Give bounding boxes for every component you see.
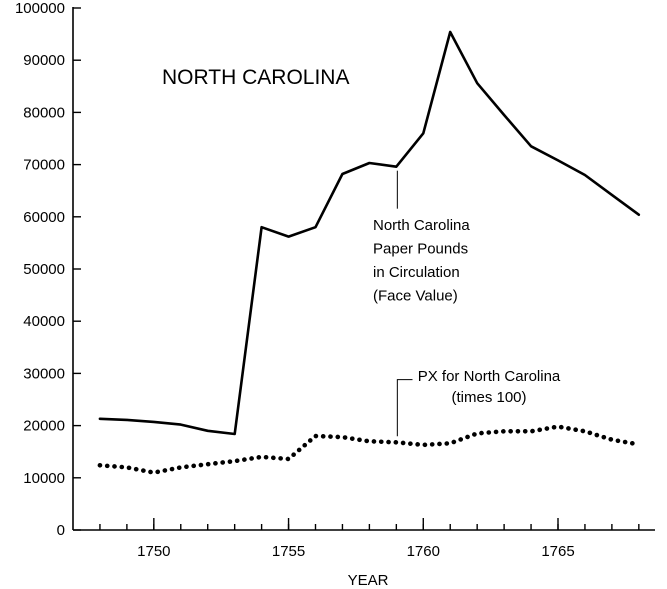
annotation-paper-pounds-line: North Carolina bbox=[373, 217, 470, 234]
annotation-px-line: (times 100) bbox=[451, 389, 526, 406]
x-tick-label-1755: 1755 bbox=[272, 543, 305, 560]
y-tick-label-20000: 20000 bbox=[23, 418, 65, 435]
annotation-paper-pounds-line: in Circulation bbox=[373, 264, 460, 281]
y-tick-label-60000: 60000 bbox=[23, 209, 65, 226]
y-tick-label-70000: 70000 bbox=[23, 157, 65, 174]
axes: 0 10000 20000 30000 40000 50000 60000 70000 8000… bbox=[15, 0, 655, 560]
y-tick-label-50000: 50000 bbox=[23, 261, 65, 278]
leader-line-px bbox=[396, 379, 413, 437]
x-tick-label-1760: 1760 bbox=[407, 543, 440, 560]
annotation-px-line: PX for North Carolina bbox=[418, 368, 561, 385]
annotation-px: PX for North Carolina (times 100) bbox=[418, 368, 561, 406]
series-paper-pounds-line bbox=[98, 30, 641, 436]
y-tick-label-90000: 90000 bbox=[23, 52, 65, 69]
y-tick-label-0: 0 bbox=[57, 522, 65, 539]
annotation-paper-pounds-line: Paper Pounds bbox=[373, 241, 468, 258]
annotation-paper-pounds: North Carolina Paper Pounds in Circulation… bbox=[373, 217, 470, 305]
x-tick-label-1765: 1765 bbox=[541, 543, 574, 560]
series-layer bbox=[97, 30, 642, 475]
x-tick-label-1750: 1750 bbox=[137, 543, 170, 560]
series-px-line bbox=[97, 424, 642, 475]
annotation-paper-pounds-line: (Face Value) bbox=[373, 288, 458, 305]
y-tick-label-30000: 30000 bbox=[23, 365, 65, 382]
y-tick-label-10000: 10000 bbox=[23, 470, 65, 487]
y-tick-label-80000: 80000 bbox=[23, 104, 65, 121]
y-tick-label-40000: 40000 bbox=[23, 313, 65, 330]
x-axis-label: YEAR bbox=[348, 572, 389, 589]
y-tick-label-100000: 100000 bbox=[15, 0, 65, 17]
chart-title: NORTH CAROLINA bbox=[162, 66, 349, 89]
y-ticks: 0 10000 20000 30000 40000 50000 60000 70000 8000… bbox=[15, 0, 81, 539]
x-ticks: 1750 1755 1760 1765 bbox=[99, 518, 640, 560]
annotations: North Carolina Paper Pounds in Circulation… bbox=[373, 170, 561, 437]
